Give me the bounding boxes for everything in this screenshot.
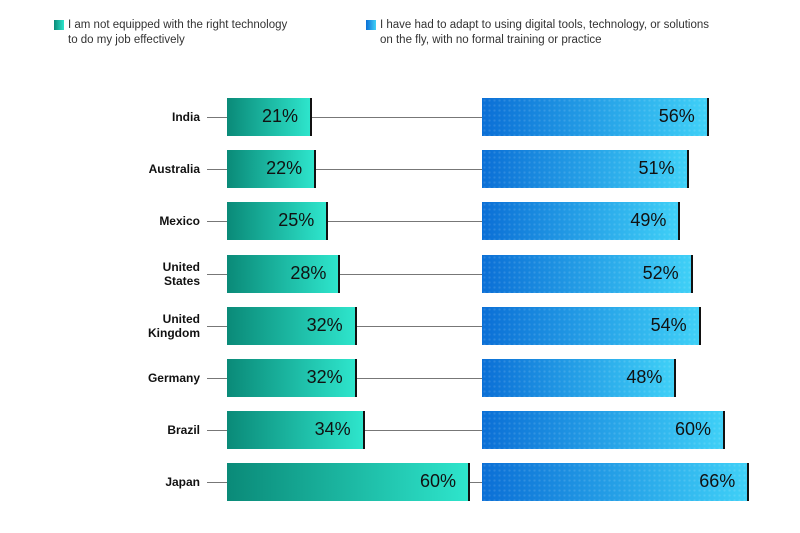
data-label: 34% — [314, 419, 351, 440]
data-label: 51% — [638, 158, 675, 179]
category-label: Australia — [148, 162, 200, 177]
bar-a: 25% — [227, 202, 329, 241]
bar-a: 60% — [227, 463, 470, 502]
category-label: India — [171, 110, 200, 124]
bar-b: 51% — [482, 150, 689, 189]
legend-text: to do my job effectively — [68, 34, 185, 46]
category-label: United States — [162, 259, 200, 288]
data-label: 52% — [642, 262, 679, 283]
bar-b: 52% — [482, 254, 693, 293]
bar-b: 56% — [482, 98, 709, 136]
bar-a: 28% — [227, 254, 341, 293]
data-label: 56% — [658, 106, 695, 126]
data-label: 32% — [306, 314, 343, 335]
legend-item-adapted: I have had to adapt to using digital too… — [366, 18, 710, 48]
bar-b: 60% — [482, 411, 725, 450]
bar-a: 21% — [227, 98, 313, 136]
bar-a: 32% — [227, 306, 357, 345]
legend-item-not-equipped: I am not equipped with the right technol… — [54, 18, 288, 48]
data-label: 32% — [306, 367, 343, 387]
category-label: United Kingdom — [148, 311, 200, 340]
connector-line — [207, 169, 482, 171]
data-label: 21% — [262, 106, 299, 126]
data-label: 22% — [266, 158, 303, 179]
data-label: 49% — [630, 210, 667, 231]
bar-b: 48% — [482, 359, 677, 397]
bar-a: 32% — [227, 359, 357, 397]
data-label: 54% — [650, 314, 687, 335]
data-label: 28% — [290, 262, 327, 283]
data-label: 25% — [278, 210, 315, 231]
legend-text: I have had to adapt to using digital too… — [380, 19, 710, 31]
category-label: Germany — [147, 371, 200, 385]
data-label: 66% — [699, 471, 736, 492]
connector-line — [207, 221, 482, 223]
bar-b: 54% — [482, 306, 701, 345]
connector-line — [207, 273, 482, 275]
category-label: Japan — [165, 475, 200, 490]
data-label: 60% — [674, 419, 711, 440]
bar-b: 49% — [482, 202, 681, 241]
category-label: Brazil — [167, 423, 200, 438]
bar-b: 66% — [482, 463, 750, 502]
bar-a: 22% — [227, 150, 317, 189]
data-label: 60% — [419, 471, 456, 492]
data-label: 48% — [626, 367, 663, 387]
category-label: Mexico — [159, 214, 200, 229]
legend-swatch — [366, 20, 376, 30]
bar-a: 34% — [227, 411, 365, 450]
legend-swatch — [54, 20, 64, 30]
legend-text: on the fly, with no formal training or p… — [380, 34, 602, 46]
connector-line — [207, 117, 482, 118]
legend-text: I am not equipped with the right technol… — [68, 19, 288, 31]
